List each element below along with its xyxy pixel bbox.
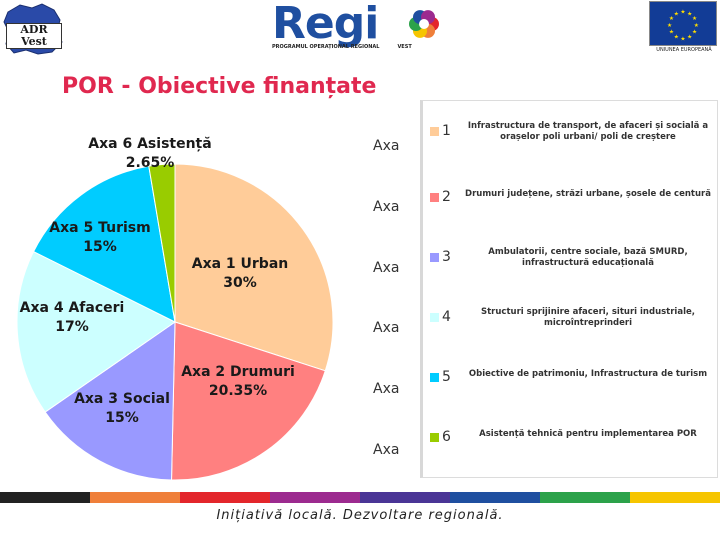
legend-description: Structuri sprijinire afaceri, situri ind… <box>481 307 695 328</box>
svg-text:★: ★ <box>692 29 697 36</box>
pie-chart: Axa 1 Urban 30% Axa 2 Drumuri 20.35% Axa 3 S… <box>0 120 360 490</box>
legend-swatch <box>430 313 439 322</box>
pie-chart-svg: Axa 1 Urban 30% Axa 2 Drumuri 20.35% Axa 3 S… <box>16 136 334 481</box>
pie-value-label-2: 20.35% <box>209 383 267 399</box>
axa-label-5: Axa <box>373 381 400 397</box>
regio-flower-icon <box>409 10 439 38</box>
pie-slice-3 <box>44 321 176 481</box>
eu-flag-icon: ★★★★★★★★★ ★ ★★ <box>649 1 717 46</box>
legend-description: Asistență tehnică pentru implementarea P… <box>479 429 697 439</box>
pie-slice-1 <box>174 163 334 372</box>
legend-swatch <box>430 193 439 202</box>
regio-subtitle: PROGRAMUL OPERAȚIONAL REGIONAL VEST <box>272 44 412 50</box>
svg-text:★: ★ <box>669 29 674 36</box>
stripe-segment-7 <box>540 492 630 503</box>
legend: 1 Infrastructura de transport, de afaceri… <box>420 100 718 478</box>
eu-logo: ★ ★ ★ ★ ★ ★ ★ ★ ★ ★ ★ ★ UNIUNEA EUROPEANĂ <box>649 1 719 55</box>
axa-label-3: Axa <box>373 260 400 276</box>
pie-value-label-1: 30% <box>223 275 257 291</box>
legend-description: Obiective de patrimoniu, Infrastructura … <box>468 369 708 379</box>
legend-number: 2 <box>442 189 451 205</box>
pie-label-2: Axa 2 Drumuri <box>181 364 295 380</box>
legend-swatch <box>430 253 439 262</box>
svg-text:★: ★ <box>687 10 692 17</box>
svg-text:★: ★ <box>694 22 699 29</box>
adr-vest-logo: ADR Vest <box>2 2 64 56</box>
adr-logo-text: ADR Vest <box>6 23 62 49</box>
svg-text:★: ★ <box>680 35 685 42</box>
color-stripe <box>0 492 720 503</box>
legend-number: 1 <box>442 123 451 139</box>
svg-text:★: ★ <box>680 9 685 16</box>
stripe-segment-3 <box>180 492 270 503</box>
pie-slice-4 <box>16 250 176 413</box>
pie-slice-6 <box>148 163 176 323</box>
stripe-segment-5 <box>360 492 450 503</box>
pie-slice-2 <box>171 321 326 481</box>
pie-label-4: Axa 4 Afaceri <box>20 300 125 316</box>
stripe-segment-8 <box>630 492 720 503</box>
stripe-segment-6 <box>450 492 540 503</box>
axa-label-4: Axa <box>373 320 400 336</box>
svg-text:★: ★ <box>674 10 679 17</box>
legend-swatch <box>430 373 439 382</box>
pie-value-label-5: 15% <box>83 239 117 255</box>
slide-title: POR - Obiective finanțate <box>62 74 377 99</box>
legend-number: 3 <box>442 249 451 265</box>
legend-number: 5 <box>442 369 451 385</box>
pie-slice-5 <box>32 165 176 323</box>
axa-label-1: Axa <box>373 138 400 154</box>
legend-description: Drumuri județene, străzi urbane, șosele … <box>465 189 711 199</box>
svg-text:★: ★ <box>674 33 679 40</box>
stripe-segment-4 <box>270 492 360 503</box>
regio-logo: Regi PROGRAMUL OPERAȚIONAL REGIONAL VEST <box>270 0 442 52</box>
svg-text:★: ★ <box>667 22 672 29</box>
axa-label-2: Axa <box>373 199 400 215</box>
pie-label-6: Axa 6 Asistență <box>88 136 211 152</box>
svg-text:★: ★ <box>669 15 674 22</box>
svg-text:★: ★ <box>687 33 692 40</box>
pie-value-label-6: 2.65% <box>126 155 175 171</box>
stripe-segment-1 <box>0 492 90 503</box>
pie-value-label-3: 15% <box>105 410 139 426</box>
eu-caption: UNIUNEA EUROPEANĂ <box>656 47 712 53</box>
legend-swatch <box>430 127 439 136</box>
pie-value-label-4: 17% <box>55 319 89 335</box>
stripe-segment-2 <box>90 492 180 503</box>
legend-number: 4 <box>442 309 451 325</box>
legend-swatch <box>430 433 439 442</box>
svg-text:★: ★ <box>692 15 697 22</box>
legend-number: 6 <box>442 429 451 445</box>
axa-label-6: Axa <box>373 442 400 458</box>
pie-label-3: Axa 3 Social <box>74 391 170 407</box>
regio-wordmark: Regi <box>272 0 379 49</box>
pie-label-5: Axa 5 Turism <box>49 220 150 236</box>
legend-description: Infrastructura de transport, de afaceri … <box>467 121 709 142</box>
pie-label-1: Axa 1 Urban <box>192 256 289 272</box>
footer-tagline: Inițiativă locală. Dezvoltare regională. <box>216 508 504 523</box>
legend-description: Ambulatorii, centre sociale, bază SMURD,… <box>488 247 688 268</box>
